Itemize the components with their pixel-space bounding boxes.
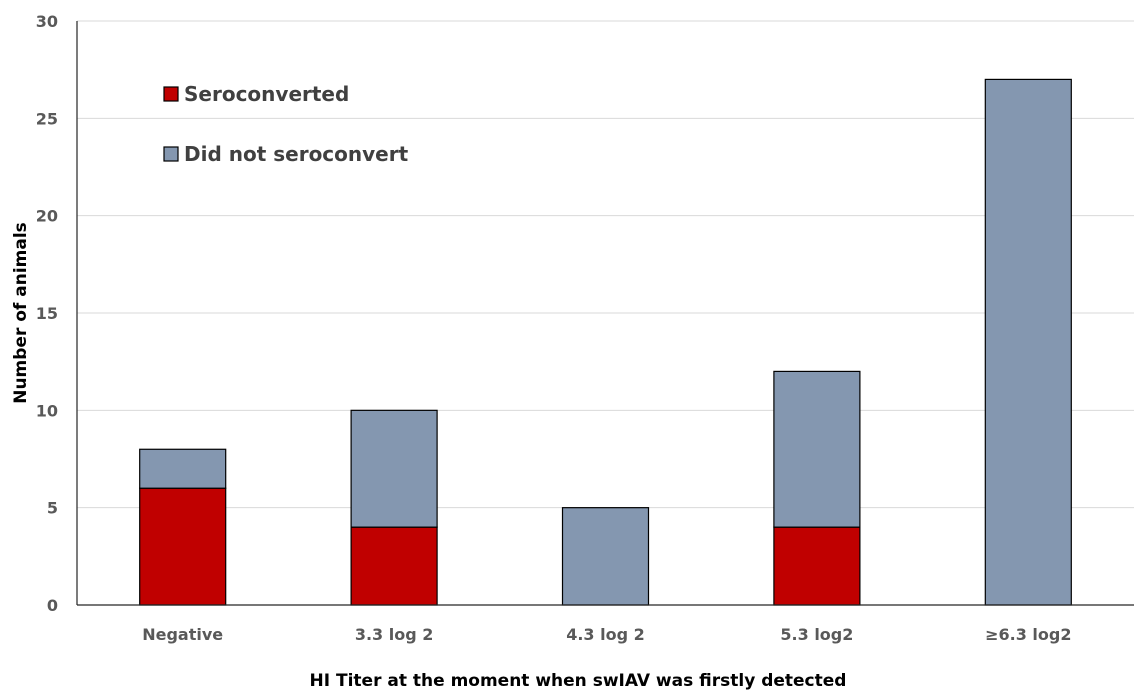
bar-did-not-seroconvert [984,78,1072,606]
y-tick-label: 5 [47,499,58,518]
bars-layer [139,78,1072,606]
bar-did-not-seroconvert [139,448,227,489]
bar-did-not-seroconvert [773,370,861,528]
gridlines [77,20,1134,509]
axes-layer [76,21,1134,606]
x-axis-title: HI Titer at the moment when swIAV was fi… [310,671,847,691]
y-tick-label: 0 [47,596,58,615]
y-tick-labels: 0 5 10 15 20 25 30 [36,12,58,615]
y-tick-label: 25 [36,109,58,128]
x-tick-label: ≥6.3 log2 [985,625,1071,644]
x-tick-labels: Negative 3.3 log 2 4.3 log 2 5.3 log2 ≥6.3 l… [142,625,1071,644]
bar-did-not-seroconvert [350,409,438,528]
legend-swatch-did-not-seroconvert [163,146,179,162]
bar-seroconverted [773,526,861,606]
legend: Seroconverted Did not seroconvert [163,82,409,166]
legend-swatch-seroconverted [163,86,179,102]
x-tick-label: Negative [142,625,223,644]
y-tick-label: 15 [36,304,58,323]
bar-seroconverted [350,526,438,606]
x-tick-label: 4.3 log 2 [566,625,645,644]
y-tick-label: 30 [36,12,58,31]
x-tick-label: 5.3 log2 [780,625,853,644]
x-tick-label: 3.3 log 2 [355,625,434,644]
y-axis-title: Number of animals [11,222,31,404]
y-tick-label: 20 [36,207,58,226]
y-tick-label: 10 [36,401,58,420]
legend-label-seroconverted: Seroconverted [184,82,349,106]
bar-seroconverted [139,487,227,606]
legend-label-did-not-seroconvert: Did not seroconvert [184,142,409,166]
bar-did-not-seroconvert [561,507,650,606]
